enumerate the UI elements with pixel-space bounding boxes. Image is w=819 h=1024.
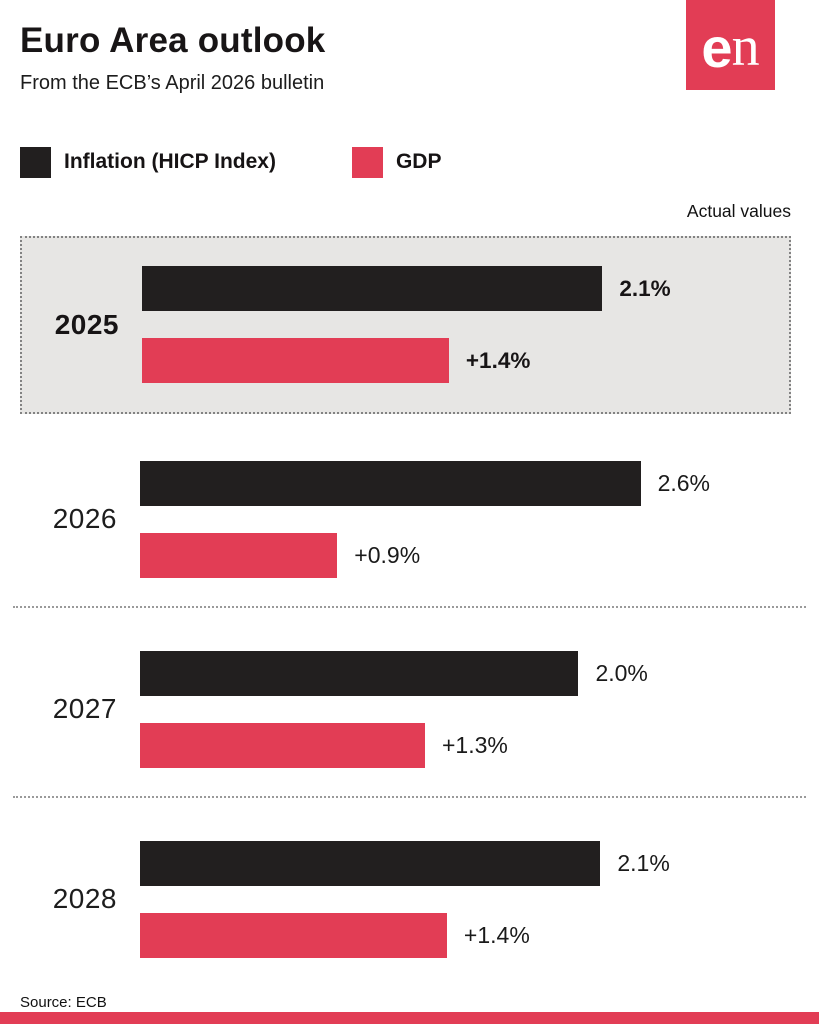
- year-group-2028: 2028 2.1% +1.4%: [0, 798, 819, 958]
- gdp-value-label: +1.3%: [442, 731, 508, 758]
- gdp-bar-row: +1.3%: [140, 722, 710, 768]
- inflation-bar-row: 2.6%: [140, 460, 710, 506]
- gdp-bar: [140, 912, 447, 958]
- year-label: 2025: [54, 308, 119, 340]
- gdp-bar: [140, 722, 425, 768]
- inflation-bar-row: 2.0%: [140, 650, 710, 696]
- legend-label-gdp: GDP: [395, 150, 442, 173]
- gdp-swatch-icon: [351, 146, 383, 178]
- inflation-bar: [140, 460, 641, 506]
- inflation-swatch-icon: [20, 146, 51, 178]
- gdp-bar-row: +1.4%: [140, 912, 710, 958]
- bars-container: 2.1% +1.4%: [140, 840, 819, 958]
- gdp-value-label: +1.4%: [463, 921, 530, 948]
- actual-values-note: Actual values: [686, 200, 791, 221]
- year-group-2027: 2027 2.0% +1.3%: [0, 608, 819, 798]
- gdp-bar-row: +1.4%: [142, 338, 712, 383]
- legend-item-gdp: GDP: [351, 146, 442, 178]
- legend-label-inflation: Inflation (HICP Index): [64, 150, 276, 173]
- inflation-bar: [140, 650, 579, 696]
- header: Euro Area outlook From the ECB’s April 2…: [0, 0, 819, 95]
- bars-track: 2.6% +0.9%: [140, 460, 710, 578]
- bars-container: 2.1% +1.4%: [142, 266, 789, 383]
- gdp-value-label: +1.4%: [465, 347, 531, 373]
- inflation-value-label: 2.0%: [595, 659, 648, 686]
- gdp-bar-row: +0.9%: [140, 532, 710, 578]
- legend: Inflation (HICP Index) GDP: [20, 146, 819, 178]
- brand-logo-letter-e: e: [701, 15, 732, 79]
- brand-logo-letter-n: n: [731, 16, 760, 78]
- year-label: 2027: [52, 693, 117, 724]
- legend-item-inflation: Inflation (HICP Index): [20, 146, 276, 178]
- inflation-bar-row: 2.1%: [140, 840, 710, 886]
- bars-track: 2.0% +1.3%: [140, 650, 710, 768]
- inflation-value-label: 2.1%: [619, 275, 671, 301]
- brand-footer-bar: [0, 1012, 819, 1024]
- inflation-bar: [142, 266, 603, 311]
- inflation-value-label: 2.6%: [657, 469, 710, 496]
- gdp-bar: [140, 532, 338, 578]
- source-note: Source: ECB: [20, 993, 107, 1011]
- page-subtitle: From the ECB’s April 2026 bulletin: [20, 71, 325, 94]
- inflation-value-label: 2.1%: [617, 849, 670, 876]
- bars-container: 2.6% +0.9%: [140, 460, 819, 578]
- inflation-bar: [140, 840, 601, 886]
- year-label: 2028: [52, 883, 117, 914]
- bars-container: 2.0% +1.3%: [140, 650, 819, 768]
- gdp-bar: [142, 338, 449, 383]
- page-title: Euro Area outlook: [20, 21, 326, 60]
- bars-track: 2.1% +1.4%: [142, 266, 712, 383]
- year-label: 2026: [52, 503, 117, 534]
- gdp-value-label: +0.9%: [354, 541, 421, 568]
- year-group-2025: 2025 2.1% +1.4%: [20, 235, 791, 414]
- bars-track: 2.1% +1.4%: [140, 840, 710, 958]
- chart: 2025 2.1% +1.4% 2026: [0, 235, 819, 958]
- year-group-2026: 2026 2.6% +0.9%: [0, 414, 819, 608]
- inflation-bar-row: 2.1%: [142, 266, 712, 311]
